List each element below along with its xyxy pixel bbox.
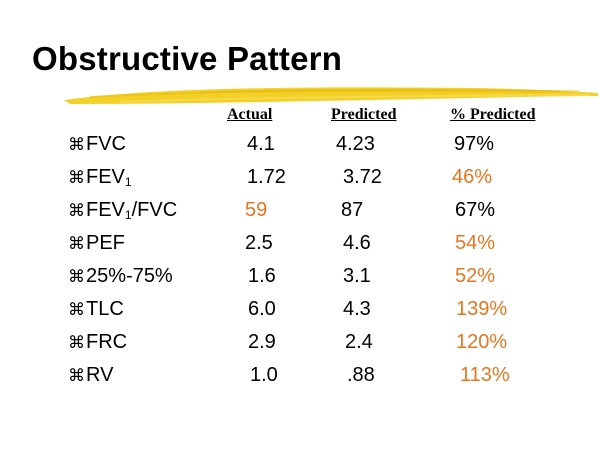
row-label-subscript: 1 — [124, 208, 132, 222]
cell-predicted: .88 — [347, 364, 375, 386]
bullet-icon: ⌘ — [68, 267, 85, 287]
bullet-icon: ⌘ — [68, 168, 85, 188]
cell-predicted: 3.72 — [343, 166, 382, 188]
row-label-main: RV — [86, 364, 114, 386]
row-label: FEV1/FVC — [86, 199, 177, 222]
bullet-icon: ⌘ — [68, 333, 85, 353]
cell-percent-predicted: 46% — [452, 166, 493, 188]
cell-predicted: 4.3 — [343, 298, 371, 320]
cell-actual: 1.0 — [250, 364, 278, 386]
cell-actual: 2.9 — [248, 331, 276, 353]
row-label: TLC — [86, 298, 124, 321]
cell-predicted: 3.1 — [343, 265, 371, 287]
bullet-icon: ⌘ — [68, 135, 85, 155]
cell-actual: 6.0 — [248, 298, 276, 320]
cell-percent-predicted: 67% — [455, 199, 496, 221]
row-label-tail: /FVC — [131, 199, 178, 221]
row-label: FVC — [86, 133, 126, 156]
row-label-main: TLC — [86, 298, 124, 320]
row-label-main: FVC — [86, 133, 126, 155]
bullet-icon: ⌘ — [68, 234, 85, 254]
cell-predicted: 2.4 — [345, 331, 373, 353]
cell-actual: 59 — [245, 199, 268, 221]
row-label: 25%-75% — [86, 265, 173, 288]
row-label: RV — [86, 364, 113, 387]
row-label-subscript: 1 — [124, 175, 132, 189]
row-label-main: PEF — [86, 232, 125, 254]
bullet-icon: ⌘ — [68, 366, 85, 386]
cell-percent-predicted: 120% — [456, 331, 508, 353]
bullet-icon: ⌘ — [68, 300, 85, 320]
cell-actual: 2.5 — [245, 232, 273, 254]
bullet-icon: ⌘ — [68, 201, 85, 221]
column-header-predicted: Predicted — [331, 106, 397, 123]
row-label: FEV1 — [86, 166, 132, 189]
row-label-main: FRC — [86, 331, 128, 353]
row-label-main: FEV — [86, 166, 125, 188]
column-header-percent-predicted: % Predicted — [450, 106, 536, 123]
row-label: FRC — [86, 331, 127, 354]
cell-percent-predicted: 113% — [460, 364, 510, 386]
column-header-actual: Actual — [227, 106, 273, 123]
cell-predicted: 4.23 — [336, 133, 375, 155]
row-label-main: FEV — [86, 199, 125, 221]
cell-percent-predicted: 97% — [454, 133, 495, 155]
row-label-main: 25%-75% — [86, 265, 173, 287]
cell-percent-predicted: 52% — [455, 265, 496, 287]
cell-actual: 4.1 — [247, 133, 275, 155]
slide-title: Obstructive Pattern — [32, 40, 343, 77]
cell-percent-predicted: 139% — [456, 298, 508, 320]
cell-predicted: 4.6 — [343, 232, 371, 254]
cell-actual: 1.72 — [247, 166, 286, 188]
row-label: PEF — [86, 232, 125, 255]
cell-predicted: 87 — [341, 199, 364, 221]
cell-percent-predicted: 54% — [455, 232, 496, 254]
cell-actual: 1.6 — [248, 265, 276, 287]
